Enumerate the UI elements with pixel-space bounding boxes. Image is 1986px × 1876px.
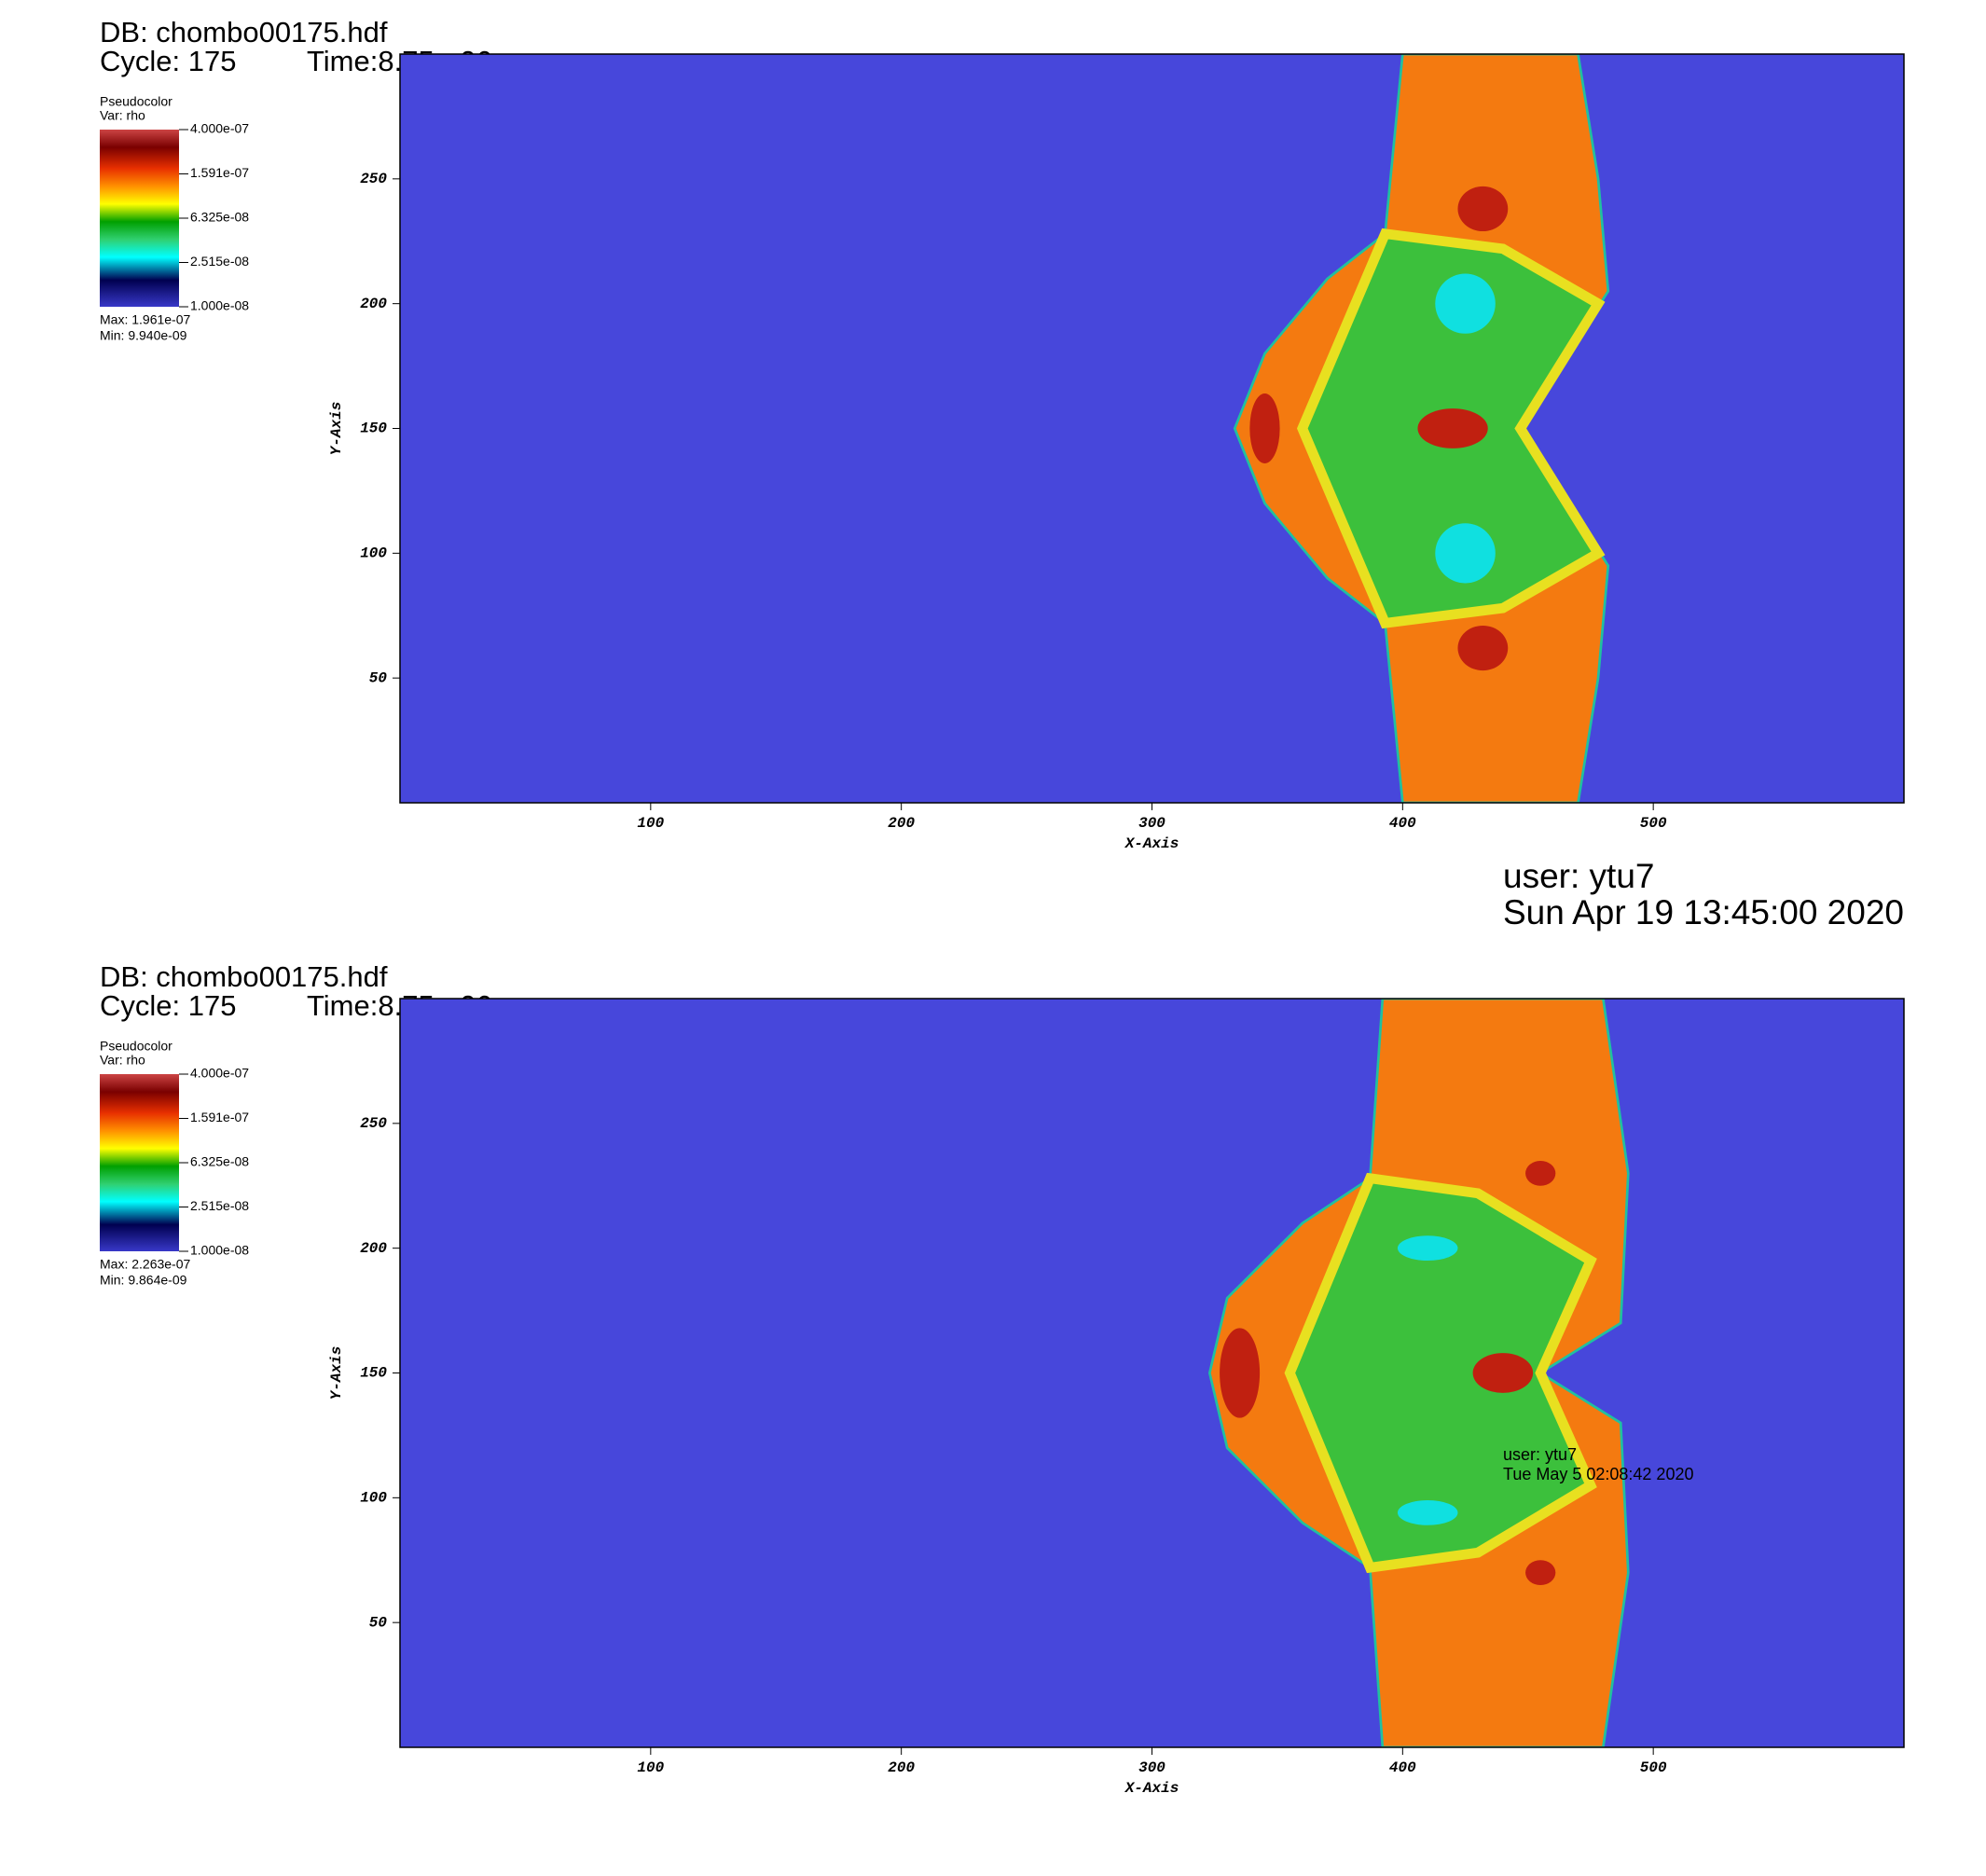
db-title: DB: chombo00175.hdf xyxy=(100,960,388,993)
colorbar xyxy=(100,1074,179,1251)
y-tick-label: 150 xyxy=(360,421,387,437)
low-density xyxy=(1435,273,1496,334)
user-label: user: ytu7 xyxy=(1503,857,1654,895)
x-tick-label: 300 xyxy=(1138,815,1165,832)
low-density xyxy=(1435,523,1496,584)
x-tick-label: 200 xyxy=(888,1759,915,1776)
variable: Var: rho xyxy=(100,1053,145,1068)
x-tick-label: 500 xyxy=(1640,815,1667,832)
y-tick-label: 250 xyxy=(360,1115,387,1132)
max-label: Max: 1.961e-07 xyxy=(100,312,190,327)
cycle-label: Cycle: 175 xyxy=(100,45,236,77)
colorbar-tick-label: 1.000e-08 xyxy=(190,1243,249,1258)
plot-type: Pseudocolor xyxy=(100,1039,172,1054)
cycle-label: Cycle: 175 xyxy=(100,989,236,1022)
colorbar-tick-label: 1.591e-07 xyxy=(190,165,249,180)
y-tick-label: 50 xyxy=(369,669,388,686)
high-density xyxy=(1417,408,1488,448)
density-field xyxy=(1207,999,1630,1747)
colorbar xyxy=(100,130,179,307)
colorbar-tick-label: 4.000e-07 xyxy=(190,121,249,136)
low-density xyxy=(1397,1500,1458,1525)
x-tick-label: 500 xyxy=(1640,1759,1667,1776)
high-density xyxy=(1525,1160,1556,1186)
high-density xyxy=(1220,1328,1261,1418)
colorbar-tick-label: 6.325e-08 xyxy=(190,1154,249,1169)
x-tick-label: 400 xyxy=(1389,1759,1416,1776)
plot-background xyxy=(400,54,1904,803)
x-axis-title: X-Axis xyxy=(1124,1780,1179,1797)
y-tick-label: 250 xyxy=(360,171,387,187)
user-label: user: ytu7 xyxy=(1503,1445,1577,1464)
plot-type: Pseudocolor xyxy=(100,94,172,109)
low-density xyxy=(1397,1235,1458,1262)
y-axis-title: Y-Axis xyxy=(328,1346,345,1400)
colorbar-tick-label: 1.591e-07 xyxy=(190,1110,249,1124)
x-tick-label: 100 xyxy=(637,1759,664,1776)
high-density xyxy=(1457,625,1509,671)
high-density xyxy=(1472,1353,1534,1393)
density-field xyxy=(1233,54,1610,803)
y-tick-label: 150 xyxy=(360,1365,387,1382)
y-tick-label: 200 xyxy=(360,1240,387,1257)
db-title: DB: chombo00175.hdf xyxy=(100,16,388,48)
date-label: Tue May 5 02:08:42 2020 xyxy=(1503,1465,1693,1483)
min-label: Min: 9.864e-09 xyxy=(100,1273,187,1288)
variable: Var: rho xyxy=(100,108,145,123)
x-axis-title: X-Axis xyxy=(1124,835,1179,852)
y-tick-label: 200 xyxy=(360,296,387,312)
x-tick-label: 400 xyxy=(1389,815,1416,832)
colorbar-tick-label: 2.515e-08 xyxy=(190,1198,249,1213)
x-tick-label: 200 xyxy=(888,815,915,832)
colorbar-tick-label: 1.000e-08 xyxy=(190,298,249,313)
high-density xyxy=(1249,393,1280,463)
plot-background xyxy=(400,999,1904,1747)
mid-region xyxy=(1284,1172,1597,1574)
x-tick-label: 300 xyxy=(1138,1759,1165,1776)
y-axis-title: Y-Axis xyxy=(328,402,345,456)
colorbar-tick-label: 6.325e-08 xyxy=(190,210,249,225)
colorbar-tick-label: 2.515e-08 xyxy=(190,254,249,269)
y-tick-label: 100 xyxy=(360,545,387,562)
min-label: Min: 9.940e-09 xyxy=(100,328,187,343)
y-tick-label: 100 xyxy=(360,1490,387,1507)
x-tick-label: 100 xyxy=(637,815,664,832)
high-density xyxy=(1525,1560,1556,1586)
y-tick-label: 50 xyxy=(369,1614,388,1631)
high-density xyxy=(1457,186,1509,232)
colorbar-tick-label: 4.000e-07 xyxy=(190,1066,249,1081)
max-label: Max: 2.263e-07 xyxy=(100,1257,190,1272)
date-label: Sun Apr 19 13:45:00 2020 xyxy=(1503,893,1904,931)
